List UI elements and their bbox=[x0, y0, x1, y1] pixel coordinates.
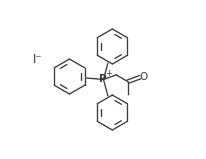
Text: P: P bbox=[98, 75, 106, 84]
Text: I⁻: I⁻ bbox=[33, 53, 42, 66]
Text: O: O bbox=[139, 72, 147, 82]
Text: +: + bbox=[105, 69, 112, 78]
